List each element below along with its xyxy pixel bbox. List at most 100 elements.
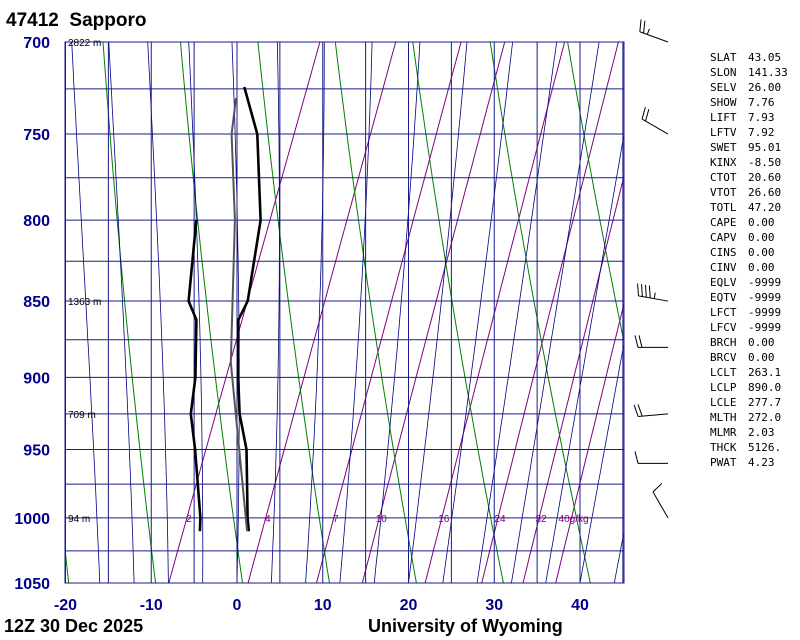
- mixing-ratio-label: 7: [333, 514, 339, 525]
- height-label: 1363 m: [68, 297, 101, 308]
- moist-adiabat-line: [339, 42, 373, 583]
- index-row: LFCT -9999: [710, 305, 788, 320]
- mixing-ratio-label: 10: [376, 514, 388, 525]
- temperature-tick-label: 40: [571, 597, 589, 614]
- wind-barb-flag: [648, 285, 651, 298]
- index-row: BRCH 0.00: [710, 335, 788, 350]
- moist-adiabat-line: [188, 42, 204, 583]
- index-row: LCLE 277.7: [710, 395, 788, 410]
- index-name: BRCV: [710, 351, 737, 364]
- index-name: SELV: [710, 81, 737, 94]
- index-name: TOTL: [710, 201, 737, 214]
- index-value: 43.05: [748, 51, 782, 64]
- sounding-time: 12Z 30 Dec 2025: [4, 616, 144, 636]
- index-row: TOTL 47.20: [710, 200, 788, 215]
- index-value: 263.1: [748, 366, 782, 379]
- pressure-tick-label: 700: [23, 35, 50, 52]
- wind-barb: [641, 107, 669, 135]
- index-name: CAPE: [710, 216, 737, 229]
- indices-table: SLAT 43.05 SLON 141.33 SELV 26.00 SHOW 7.76 LIFT…: [710, 50, 788, 470]
- wind-barb-flag: [644, 284, 647, 298]
- index-value: 7.93: [748, 111, 775, 124]
- index-row: VTOT 26.60: [710, 185, 788, 200]
- mixing-ratio-label: 2: [186, 514, 192, 525]
- station-name: Sapporo: [69, 10, 147, 31]
- mixing-ratio-line: [424, 42, 566, 583]
- pressure-tick-label: 1050: [14, 576, 50, 593]
- index-name: EQLV: [710, 276, 737, 289]
- moist-adiabat-line: [65, 565, 66, 583]
- mixing-ratio-line: [247, 42, 397, 583]
- wind-barb: [634, 451, 668, 464]
- temperature-tick-label: 30: [485, 597, 503, 614]
- wind-barb-flag: [634, 451, 639, 464]
- index-name: PWAT: [710, 456, 737, 469]
- height-label: 94 m: [68, 514, 90, 525]
- index-value: 20.60: [748, 171, 782, 184]
- moist-adiabat-line: [613, 529, 624, 583]
- moist-adiabat-line: [545, 132, 624, 583]
- wind-barb-flag: [641, 284, 643, 297]
- index-name: THCK: [710, 441, 737, 454]
- index-row: CINS 0.00: [710, 245, 788, 260]
- index-name: LFCV: [710, 321, 737, 334]
- wind-barb-half-flag: [646, 28, 650, 35]
- index-row: SHOW 7.76: [710, 95, 788, 110]
- pressure-tick-label: 900: [23, 370, 50, 387]
- moist-adiabat-line: [511, 42, 600, 583]
- wind-barb-flag: [643, 20, 646, 34]
- temperature-tick-label: 10: [314, 597, 332, 614]
- wind-barb-shaft: [638, 413, 669, 417]
- index-name: LCLP: [710, 381, 737, 394]
- index-value: 5126.: [748, 441, 782, 454]
- wind-barb-shaft: [641, 118, 669, 135]
- index-value: -9999: [748, 276, 782, 289]
- moist-adiabat-line: [408, 42, 468, 583]
- index-value: 0.00: [748, 351, 775, 364]
- height-label: 2822 m: [68, 38, 101, 49]
- index-row: CAPE 0.00: [710, 215, 788, 230]
- index-value: -8.50: [748, 156, 782, 169]
- index-name: EQTV: [710, 291, 737, 304]
- index-row: LFCV -9999: [710, 320, 788, 335]
- mixing-ratio-label: 32: [536, 514, 548, 525]
- wind-barb-shaft: [652, 491, 669, 519]
- index-name: SLON: [710, 66, 737, 79]
- index-name: BRCH: [710, 336, 737, 349]
- index-name: MLTH: [710, 411, 737, 424]
- index-name: VTOT: [710, 186, 737, 199]
- credit-label: University of Wyoming: [368, 616, 563, 636]
- mixing-ratio-line: [316, 42, 462, 583]
- wind-barb-flag: [633, 404, 639, 417]
- index-row: MLTH 272.0: [710, 410, 788, 425]
- mixing-ratio-label: 4: [265, 514, 271, 525]
- temperature-tick-label: -10: [140, 597, 163, 614]
- wind-barb-shaft: [638, 295, 669, 302]
- station-title: 47412 Sapporo: [6, 10, 146, 32]
- dry-adiabat-line: [102, 42, 157, 583]
- index-row: EQLV -9999: [710, 275, 788, 290]
- index-name: CINS: [710, 246, 737, 259]
- wind-barb-flag: [634, 335, 639, 348]
- index-value: 890.0: [748, 381, 782, 394]
- index-value: 2.03: [748, 426, 775, 439]
- index-row: MLMR 2.03: [710, 425, 788, 440]
- index-value: 0.00: [748, 231, 775, 244]
- mixing-ratio-label: 40g/kg: [559, 514, 589, 525]
- moist-adiabat-line: [108, 42, 135, 583]
- pressure-tick-label: 1000: [14, 511, 50, 528]
- moist-adiabat-line: [270, 42, 280, 583]
- index-value: 0.00: [748, 261, 775, 274]
- temperature-tick-label: 20: [400, 597, 418, 614]
- index-value: 0.00: [748, 216, 775, 229]
- index-row: LIFT 7.93: [710, 110, 788, 125]
- plot-frame: [64, 41, 625, 584]
- index-value: 47.20: [748, 201, 782, 214]
- index-value: 26.00: [748, 81, 782, 94]
- dry-adiabat-line: [65, 543, 70, 583]
- dry-adiabat-line: [257, 42, 330, 583]
- parcel-line: [229, 97, 249, 532]
- index-row: CAPV 0.00: [710, 230, 788, 245]
- index-value: -9999: [748, 321, 782, 334]
- wind-barb: [639, 19, 669, 43]
